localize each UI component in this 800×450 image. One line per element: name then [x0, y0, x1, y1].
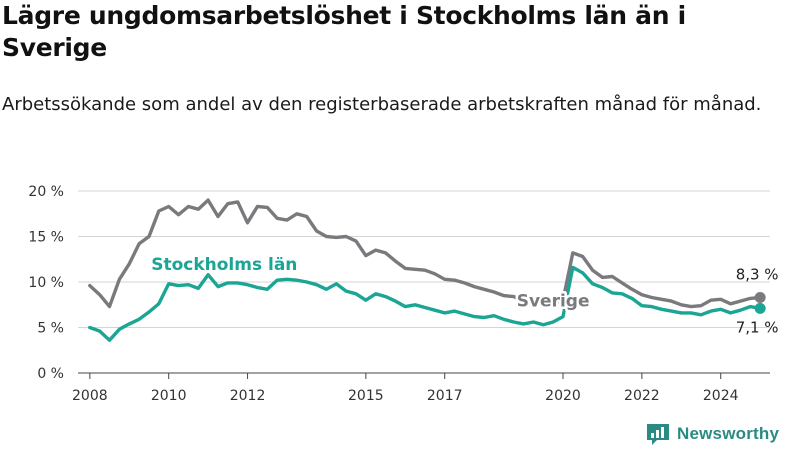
- logo-text: Newsworthy: [677, 424, 780, 443]
- y-tick-label: 10 %: [28, 275, 64, 291]
- series-label-stockholm: Stockholms län: [151, 255, 297, 275]
- y-tick-label: 5 %: [37, 321, 64, 337]
- x-tick-label: 2022: [624, 388, 660, 404]
- x-tick-label: 2010: [151, 388, 187, 404]
- x-tick-label: 2008: [72, 388, 108, 404]
- x-tick-label: 2020: [545, 388, 581, 404]
- x-tick-label: 2017: [427, 388, 463, 404]
- end-label-sverige: 8,3 %: [736, 265, 779, 283]
- x-tick-label: 2024: [703, 388, 739, 404]
- newsworthy-logo: Newsworthy: [645, 421, 779, 447]
- y-tick-label: 15 %: [28, 230, 64, 246]
- y-tick-label: 20 %: [28, 184, 64, 200]
- y-tick-label: 0 %: [37, 366, 64, 382]
- x-tick-label: 2012: [230, 388, 266, 404]
- series-line-stockholm: [88, 265, 762, 342]
- end-point-stockholm: [754, 302, 766, 314]
- end-label-stockholm: 7,1 %: [736, 318, 779, 336]
- series-label-stockholm-halo: Stockholms län: [151, 255, 297, 275]
- series-line-sverige: [88, 198, 762, 309]
- series-label-sverige: Sverige: [517, 292, 590, 312]
- bar-chart-icon: [647, 424, 669, 445]
- chart-subtitle: Arbetssökande som andel av den registerb…: [2, 94, 762, 115]
- x-tick-label: 2015: [348, 388, 384, 404]
- series-label-sverige-halo: Sverige: [517, 292, 590, 312]
- chart-title: Lägre ungdomsarbetslöshet i Stockholms l…: [2, 1, 686, 62]
- end-point-sverige: [754, 291, 766, 303]
